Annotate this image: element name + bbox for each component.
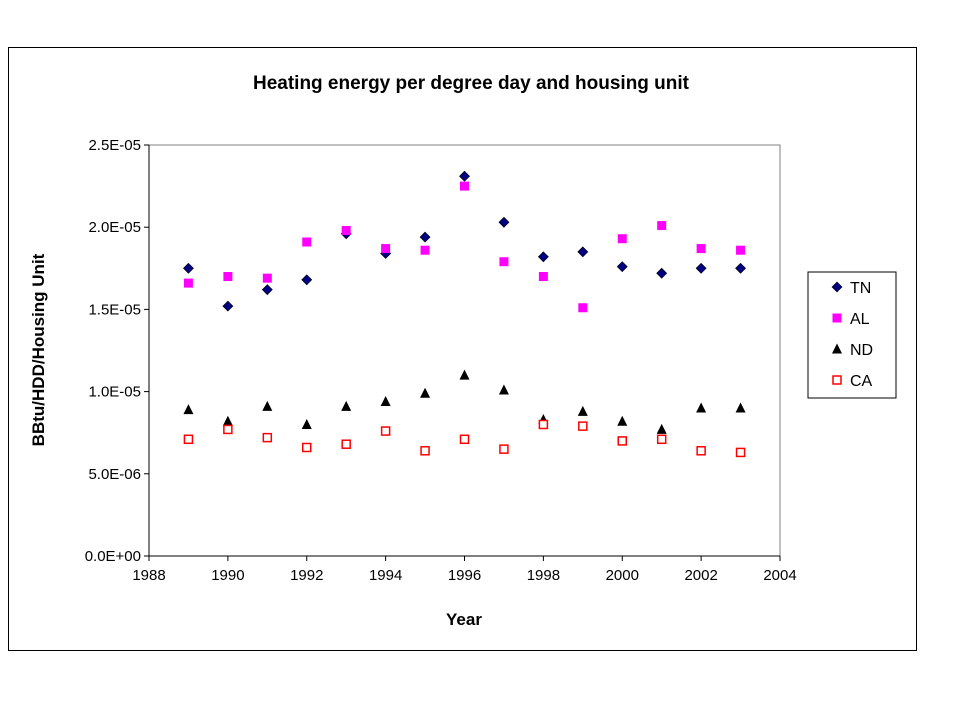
chart-frame: Heating energy per degree day and housin… [8, 47, 917, 651]
x-tick-label: 1990 [211, 567, 244, 584]
y-axis-title: BBtu/HDD/Housing Unit [29, 253, 48, 446]
data-point-ca [735, 447, 746, 458]
data-point-nd [380, 395, 391, 406]
data-point-nd [341, 400, 352, 411]
data-point-al [696, 244, 706, 254]
data-point-nd [222, 415, 233, 426]
data-point-ca [262, 432, 273, 443]
data-point-ca [538, 419, 549, 430]
legend-marker-al [832, 313, 842, 323]
data-point-al [499, 257, 509, 267]
series-al [183, 181, 746, 313]
y-tick-label: 1.0E-05 [88, 384, 141, 401]
data-point-tn [735, 262, 746, 274]
y-tick-label: 5.0E-06 [88, 466, 141, 483]
data-point-al [183, 278, 193, 288]
data-point-ca [656, 434, 667, 445]
x-tick-label: 1996 [448, 567, 481, 584]
legend-marker-ca [832, 375, 842, 385]
data-point-tn [656, 267, 668, 279]
data-point-ca [223, 424, 233, 435]
data-point-al [538, 272, 548, 282]
x-axis-ticks: 1988 1990 1992 1994 1996 1998 2000 2002 2004 [132, 556, 797, 584]
legend-label-al: AL [850, 311, 870, 328]
legend-label-nd: ND [850, 342, 873, 359]
legend-label-ca: CA [850, 373, 873, 390]
x-tick-label: 2004 [763, 567, 796, 584]
series-ca [183, 419, 746, 458]
data-points [183, 170, 746, 458]
data-point-al [381, 244, 391, 254]
data-point-al [617, 234, 627, 244]
series-tn [183, 170, 746, 312]
data-point-tn [537, 251, 549, 263]
legend-box [807, 271, 897, 399]
data-point-ca [696, 446, 706, 456]
data-point-ca [578, 421, 588, 431]
data-point-al [578, 303, 588, 313]
data-point-ca [183, 434, 194, 445]
legend-label-tn: TN [850, 280, 871, 297]
data-point-tn [183, 262, 194, 274]
data-point-nd [498, 384, 509, 395]
data-point-tn [695, 262, 707, 274]
data-point-ca [499, 444, 509, 454]
data-point-tn [498, 216, 510, 228]
data-point-tn [616, 261, 628, 273]
data-point-nd [301, 418, 312, 429]
data-point-tn [577, 246, 589, 258]
data-point-tn [301, 274, 313, 286]
x-tick-label: 2002 [684, 567, 717, 584]
data-point-nd [183, 404, 194, 415]
x-tick-label: 1994 [369, 567, 402, 584]
y-axis-ticks: 0.0E+00 5.0E-06 1.0E-05 1.5E-05 2.0E-05 2.5E-… [85, 137, 149, 565]
y-tick-label: 2.5E-05 [88, 137, 141, 154]
data-point-nd [735, 402, 746, 413]
data-point-al [657, 221, 667, 231]
y-tick-label: 0.0E+00 [85, 548, 141, 565]
data-point-nd [262, 400, 273, 411]
x-tick-label: 1988 [132, 567, 165, 584]
data-point-ca [420, 446, 430, 456]
x-axis-title: Year [446, 610, 482, 629]
data-point-tn [222, 300, 234, 312]
data-point-tn [459, 170, 470, 182]
data-point-al [262, 273, 272, 283]
data-point-al [302, 237, 312, 247]
data-point-tn [419, 231, 431, 243]
data-point-nd [459, 369, 470, 380]
data-point-nd [617, 415, 628, 426]
x-tick-label: 2000 [606, 567, 639, 584]
x-tick-label: 1998 [527, 567, 560, 584]
legend-marker-nd [832, 343, 842, 354]
data-point-nd [656, 423, 667, 434]
plot-area [148, 144, 781, 557]
data-point-nd [696, 402, 707, 413]
chart-title: Heating energy per degree day and housin… [253, 73, 690, 94]
scatter-chart: Heating energy per degree day and housin… [29, 73, 897, 629]
y-tick-label: 2.0E-05 [88, 219, 141, 236]
data-point-nd [420, 387, 431, 398]
data-point-al [460, 181, 469, 191]
data-point-tn [261, 284, 273, 296]
y-tick-label: 1.5E-05 [88, 301, 141, 318]
data-point-ca [459, 434, 470, 445]
legend: TN AL ND CA [807, 271, 897, 399]
data-point-al [736, 245, 746, 255]
data-point-ca [380, 426, 391, 436]
x-tick-label: 1992 [290, 567, 323, 584]
data-point-al [341, 225, 351, 235]
data-point-al [420, 245, 430, 255]
data-point-nd [577, 405, 588, 416]
data-point-ca [302, 442, 312, 453]
data-point-ca [341, 439, 351, 449]
data-point-ca [617, 436, 627, 446]
data-point-al [223, 272, 233, 282]
series-nd [183, 369, 746, 434]
legend-marker-tn [831, 281, 843, 293]
